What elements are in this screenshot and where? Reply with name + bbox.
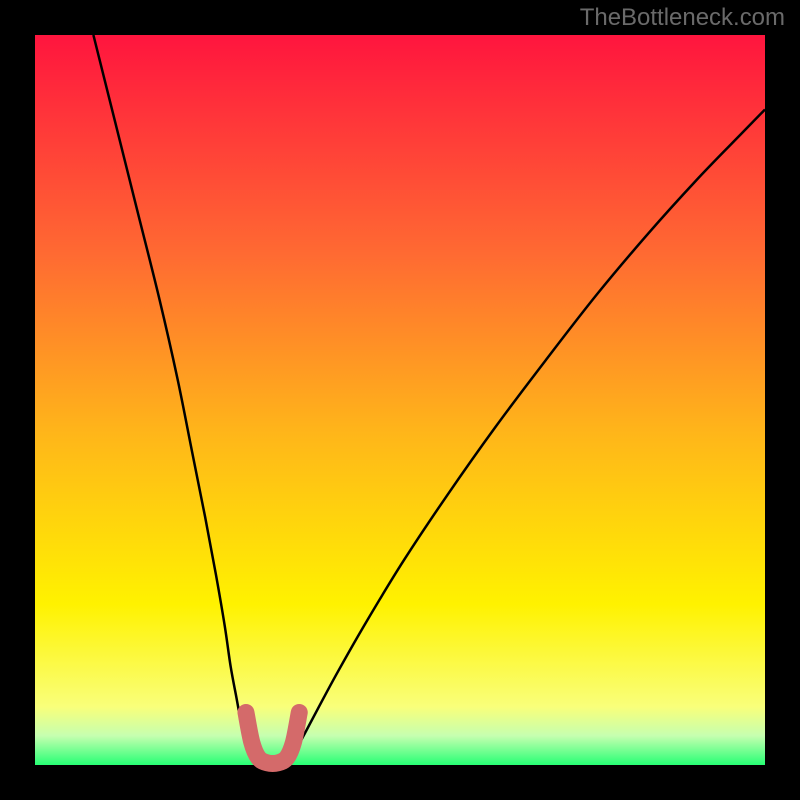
valley-marker xyxy=(246,712,299,763)
curve-overlay xyxy=(0,0,800,800)
left-curve xyxy=(93,35,254,758)
right-curve xyxy=(291,109,766,758)
